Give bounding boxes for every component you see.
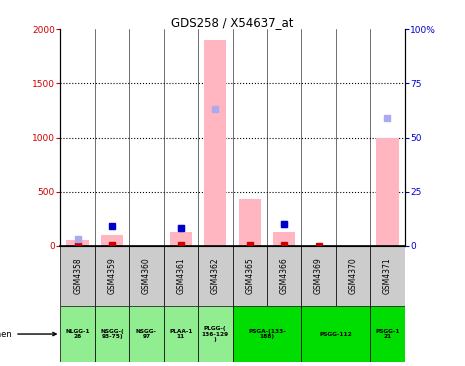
Bar <box>376 138 399 246</box>
Text: GSM4371: GSM4371 <box>383 257 392 294</box>
Text: specimen: specimen <box>0 329 56 339</box>
Bar <box>370 246 405 306</box>
Bar <box>164 246 198 306</box>
Text: GSM4369: GSM4369 <box>314 257 323 294</box>
Bar <box>232 306 301 362</box>
Bar <box>129 306 164 362</box>
Bar <box>301 246 336 306</box>
Text: GSM4358: GSM4358 <box>73 257 82 294</box>
Bar <box>336 246 370 306</box>
Bar <box>95 306 129 362</box>
Text: GSM4360: GSM4360 <box>142 257 151 294</box>
Text: GSM4366: GSM4366 <box>279 257 289 294</box>
Bar <box>273 232 295 246</box>
Bar <box>198 306 232 362</box>
Text: PSGA-(133-
188): PSGA-(133- 188) <box>248 329 286 339</box>
Title: GDS258 / X54637_at: GDS258 / X54637_at <box>171 16 294 29</box>
Text: PLAA-1
11: PLAA-1 11 <box>169 329 193 339</box>
Text: GSM4359: GSM4359 <box>107 257 117 294</box>
Bar <box>204 40 226 246</box>
Text: PSGG-1
21: PSGG-1 21 <box>375 329 399 339</box>
Bar <box>267 246 301 306</box>
Bar <box>239 199 261 246</box>
Bar <box>66 240 89 246</box>
Text: NSGG-(
93-75): NSGG-( 93-75) <box>100 329 124 339</box>
Bar <box>129 246 164 306</box>
Bar <box>370 306 405 362</box>
Text: GSM4365: GSM4365 <box>245 257 254 294</box>
Text: GSM4362: GSM4362 <box>211 257 220 294</box>
Text: GSM4361: GSM4361 <box>176 257 186 294</box>
Bar <box>95 246 129 306</box>
Text: NLGG-1
26: NLGG-1 26 <box>66 329 90 339</box>
Bar <box>101 235 123 246</box>
Text: GSM4370: GSM4370 <box>348 257 358 294</box>
Bar <box>164 306 198 362</box>
Bar <box>170 232 192 246</box>
Bar <box>60 246 95 306</box>
Bar <box>198 246 232 306</box>
Text: PLGG-(
136-129
): PLGG-( 136-129 ) <box>202 326 229 342</box>
Bar <box>60 306 95 362</box>
Text: NSGG-
97: NSGG- 97 <box>136 329 157 339</box>
Bar <box>232 246 267 306</box>
Bar <box>301 306 370 362</box>
Text: PSGG-112: PSGG-112 <box>319 332 352 336</box>
